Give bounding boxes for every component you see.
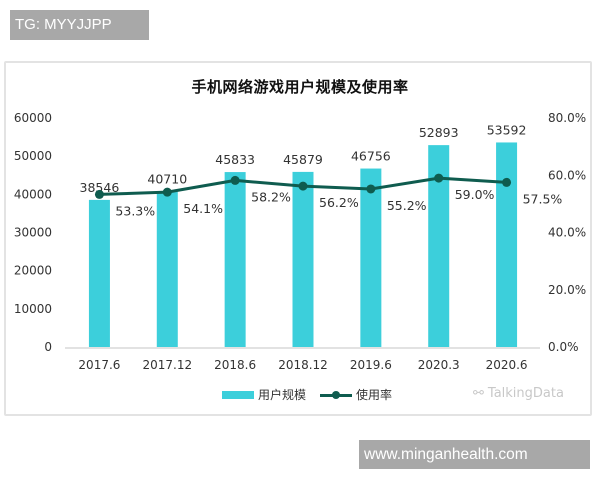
usage-rate-label: 58.2%	[251, 189, 291, 204]
legend-item-usage-rate: 使用率	[320, 386, 392, 403]
x-axis-category: 2020.3	[418, 358, 460, 372]
right-axis-tick: 0.0%	[548, 340, 579, 354]
bar-value-label: 45833	[215, 152, 255, 167]
bar-user-scale	[360, 168, 382, 347]
x-axis-category: 2018.12	[278, 358, 328, 372]
usage-rate-label: 54.1%	[183, 201, 223, 216]
bar-value-label: 46756	[351, 149, 391, 164]
left-axis-tick: 20000	[14, 264, 52, 278]
chart-legend: 用户规模 使用率	[222, 386, 406, 403]
left-axis-tick: 10000	[14, 302, 52, 316]
x-axis-category: 2020.6	[486, 358, 528, 372]
left-axis-tick: 50000	[14, 149, 52, 163]
usage-rate-label: 53.3%	[115, 203, 155, 218]
legend-item-user-scale: 用户规模	[222, 386, 306, 403]
source-watermark: ⚯ TalkingData	[473, 386, 564, 401]
usage-rate-marker	[366, 184, 376, 194]
usage-rate-label: 57.5%	[523, 191, 563, 206]
left-axis-tick: 60000	[14, 111, 52, 125]
legend-label-user-scale: 用户规模	[258, 388, 307, 402]
x-axis-category: 2019.6	[350, 358, 392, 372]
x-axis-category: 2017.12	[142, 358, 192, 372]
right-axis-tick: 80.0%	[548, 111, 586, 125]
left-axis-tick: 0	[44, 340, 52, 354]
x-axis-category: 2017.6	[78, 358, 120, 372]
bar-value-label: 38546	[80, 180, 120, 195]
usage-rate-marker	[94, 189, 104, 199]
legend-label-usage-rate: 使用率	[356, 388, 393, 402]
bar-user-scale	[224, 172, 246, 347]
usage-rate-marker	[298, 181, 308, 191]
bar-user-scale	[156, 191, 178, 347]
line-marker-swatch-icon	[320, 390, 353, 400]
bar-user-scale	[428, 145, 450, 347]
site-url-badge: www.minganhealth.com	[359, 440, 590, 469]
watermark-text: TalkingData	[487, 386, 564, 401]
usage-rate-label: 55.2%	[387, 198, 427, 213]
usage-rate-marker	[162, 187, 172, 197]
wechat-icon: ⚯	[473, 386, 484, 401]
tg-watermark-badge: TG: MYYJJPP	[10, 10, 149, 40]
usage-rate-marker	[502, 177, 512, 187]
right-axis-tick: 40.0%	[548, 226, 586, 240]
bar-user-scale	[292, 171, 314, 347]
left-axis-tick: 40000	[14, 187, 52, 201]
usage-rate-marker	[230, 175, 240, 185]
chart-title: 手机网络游戏用户规模及使用率	[191, 78, 409, 96]
usage-rate-label: 56.2%	[319, 195, 359, 210]
bar-user-scale	[88, 199, 110, 347]
usage-rate-marker	[434, 173, 444, 183]
left-axis-tick: 30000	[14, 226, 52, 240]
bar-user-scale	[496, 142, 518, 347]
right-axis-tick: 60.0%	[548, 168, 586, 182]
usage-rate-label: 59.0%	[455, 187, 495, 202]
bar-value-label: 40710	[147, 172, 187, 187]
bar-value-label: 52893	[419, 125, 459, 140]
right-axis-tick: 20.0%	[548, 283, 586, 297]
x-axis-category: 2018.6	[214, 358, 256, 372]
bar-swatch-icon	[222, 390, 254, 399]
bar-value-label: 53592	[487, 122, 527, 137]
bar-value-label: 45879	[283, 152, 323, 167]
